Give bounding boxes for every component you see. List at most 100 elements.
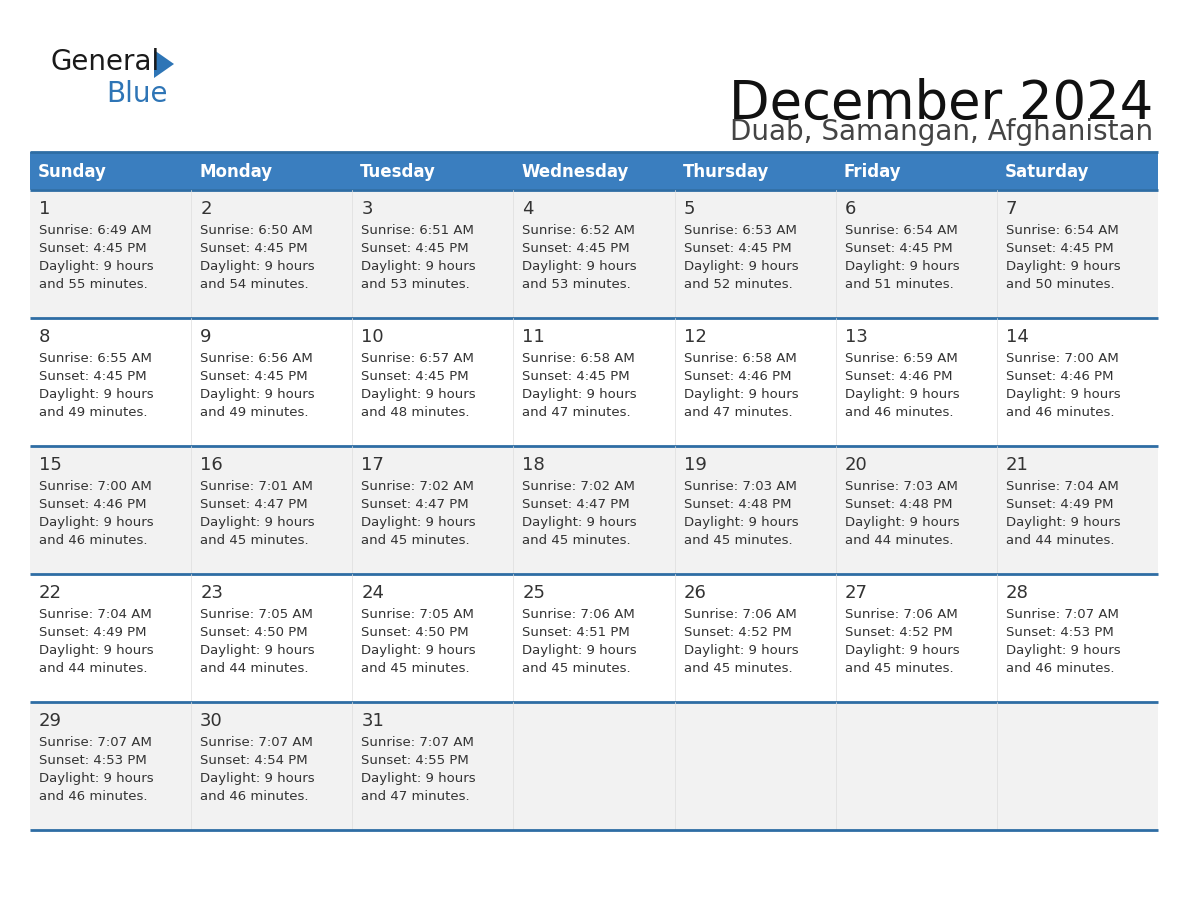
Text: Sunset: 4:49 PM: Sunset: 4:49 PM [1006,498,1113,511]
Text: Daylight: 9 hours: Daylight: 9 hours [361,772,476,785]
Bar [30,702,1158,830]
Text: 25: 25 [523,584,545,602]
Text: Daylight: 9 hours: Daylight: 9 hours [39,772,153,785]
Text: Sunrise: 7:07 AM: Sunrise: 7:07 AM [200,736,312,749]
Text: 1: 1 [39,200,50,218]
Text: Sunset: 4:48 PM: Sunset: 4:48 PM [845,498,953,511]
Text: Daylight: 9 hours: Daylight: 9 hours [683,516,798,529]
Text: Sunset: 4:45 PM: Sunset: 4:45 PM [523,242,630,255]
Polygon shape [154,50,173,78]
Text: Sunrise: 6:59 AM: Sunrise: 6:59 AM [845,352,958,365]
Text: 20: 20 [845,456,867,474]
Text: Sunset: 4:45 PM: Sunset: 4:45 PM [200,370,308,383]
Text: Thursday: Thursday [683,163,769,181]
Text: Sunrise: 6:56 AM: Sunrise: 6:56 AM [200,352,312,365]
Text: Sunset: 4:47 PM: Sunset: 4:47 PM [523,498,630,511]
Text: Daylight: 9 hours: Daylight: 9 hours [523,388,637,401]
Text: and 47 minutes.: and 47 minutes. [361,790,470,803]
Text: Daylight: 9 hours: Daylight: 9 hours [1006,260,1120,273]
Text: Sunrise: 6:51 AM: Sunrise: 6:51 AM [361,224,474,237]
Text: Daylight: 9 hours: Daylight: 9 hours [200,388,315,401]
Text: 30: 30 [200,712,223,730]
Text: Sunset: 4:55 PM: Sunset: 4:55 PM [361,754,469,767]
Text: Sunrise: 6:57 AM: Sunrise: 6:57 AM [361,352,474,365]
Text: Sunset: 4:45 PM: Sunset: 4:45 PM [845,242,953,255]
Text: 19: 19 [683,456,707,474]
Text: Daylight: 9 hours: Daylight: 9 hours [200,260,315,273]
Text: 15: 15 [39,456,62,474]
Text: Daylight: 9 hours: Daylight: 9 hours [361,644,476,657]
Text: Daylight: 9 hours: Daylight: 9 hours [683,644,798,657]
Text: 16: 16 [200,456,223,474]
Bar [835,152,997,190]
Bar [30,318,1158,446]
Text: Sunrise: 7:03 AM: Sunrise: 7:03 AM [683,480,796,493]
Text: and 53 minutes.: and 53 minutes. [523,278,631,291]
Text: Daylight: 9 hours: Daylight: 9 hours [683,388,798,401]
Text: Sunset: 4:53 PM: Sunset: 4:53 PM [39,754,147,767]
Text: Saturday: Saturday [1005,163,1089,181]
Text: Sunrise: 7:04 AM: Sunrise: 7:04 AM [39,608,152,621]
Text: Sunset: 4:45 PM: Sunset: 4:45 PM [361,242,469,255]
Text: Daylight: 9 hours: Daylight: 9 hours [200,772,315,785]
Text: and 46 minutes.: and 46 minutes. [1006,662,1114,675]
Text: Daylight: 9 hours: Daylight: 9 hours [361,516,476,529]
Text: and 49 minutes.: and 49 minutes. [39,406,147,419]
Text: and 54 minutes.: and 54 minutes. [200,278,309,291]
Text: Sunset: 4:47 PM: Sunset: 4:47 PM [361,498,469,511]
Text: Sunrise: 7:03 AM: Sunrise: 7:03 AM [845,480,958,493]
Text: 18: 18 [523,456,545,474]
Text: Sunset: 4:46 PM: Sunset: 4:46 PM [39,498,146,511]
Text: Sunset: 4:45 PM: Sunset: 4:45 PM [200,242,308,255]
Text: Sunrise: 6:49 AM: Sunrise: 6:49 AM [39,224,152,237]
Bar [30,152,191,190]
Text: 14: 14 [1006,328,1029,346]
Text: Sunset: 4:46 PM: Sunset: 4:46 PM [845,370,953,383]
Text: 23: 23 [200,584,223,602]
Text: 10: 10 [361,328,384,346]
Bar [997,152,1158,190]
Text: and 55 minutes.: and 55 minutes. [39,278,147,291]
Text: Sunrise: 7:07 AM: Sunrise: 7:07 AM [39,736,152,749]
Text: 8: 8 [39,328,50,346]
Text: and 49 minutes.: and 49 minutes. [200,406,309,419]
Text: and 44 minutes.: and 44 minutes. [845,534,953,547]
Text: Sunset: 4:52 PM: Sunset: 4:52 PM [683,626,791,639]
Text: and 46 minutes.: and 46 minutes. [39,534,147,547]
Text: and 45 minutes.: and 45 minutes. [361,662,470,675]
Text: Sunrise: 7:02 AM: Sunrise: 7:02 AM [361,480,474,493]
Text: Sunrise: 7:07 AM: Sunrise: 7:07 AM [361,736,474,749]
Text: Sunrise: 7:01 AM: Sunrise: 7:01 AM [200,480,312,493]
Text: and 45 minutes.: and 45 minutes. [523,662,631,675]
Text: Sunrise: 7:06 AM: Sunrise: 7:06 AM [523,608,636,621]
Text: and 53 minutes.: and 53 minutes. [361,278,470,291]
Text: Sunrise: 6:55 AM: Sunrise: 6:55 AM [39,352,152,365]
Text: Sunrise: 7:06 AM: Sunrise: 7:06 AM [683,608,796,621]
Text: and 46 minutes.: and 46 minutes. [39,790,147,803]
Text: and 44 minutes.: and 44 minutes. [200,662,309,675]
Text: Sunrise: 7:00 AM: Sunrise: 7:00 AM [1006,352,1119,365]
Text: Daylight: 9 hours: Daylight: 9 hours [1006,388,1120,401]
Text: Daylight: 9 hours: Daylight: 9 hours [845,644,960,657]
Text: Daylight: 9 hours: Daylight: 9 hours [845,260,960,273]
Bar [513,152,675,190]
Text: Sunrise: 7:05 AM: Sunrise: 7:05 AM [200,608,312,621]
Text: Sunrise: 7:07 AM: Sunrise: 7:07 AM [1006,608,1119,621]
Text: Monday: Monday [200,163,272,181]
Text: and 45 minutes.: and 45 minutes. [523,534,631,547]
Text: 2: 2 [200,200,211,218]
Text: and 45 minutes.: and 45 minutes. [200,534,309,547]
Text: Sunrise: 6:58 AM: Sunrise: 6:58 AM [683,352,796,365]
Text: Daylight: 9 hours: Daylight: 9 hours [39,260,153,273]
Text: Daylight: 9 hours: Daylight: 9 hours [361,260,476,273]
Text: Daylight: 9 hours: Daylight: 9 hours [1006,516,1120,529]
Text: Daylight: 9 hours: Daylight: 9 hours [39,388,153,401]
Text: Sunrise: 7:06 AM: Sunrise: 7:06 AM [845,608,958,621]
Text: and 45 minutes.: and 45 minutes. [683,534,792,547]
Text: and 47 minutes.: and 47 minutes. [683,406,792,419]
Bar [191,152,353,190]
Text: Sunset: 4:54 PM: Sunset: 4:54 PM [200,754,308,767]
Text: December 2024: December 2024 [728,78,1154,130]
Text: 9: 9 [200,328,211,346]
Text: Sunrise: 6:50 AM: Sunrise: 6:50 AM [200,224,312,237]
